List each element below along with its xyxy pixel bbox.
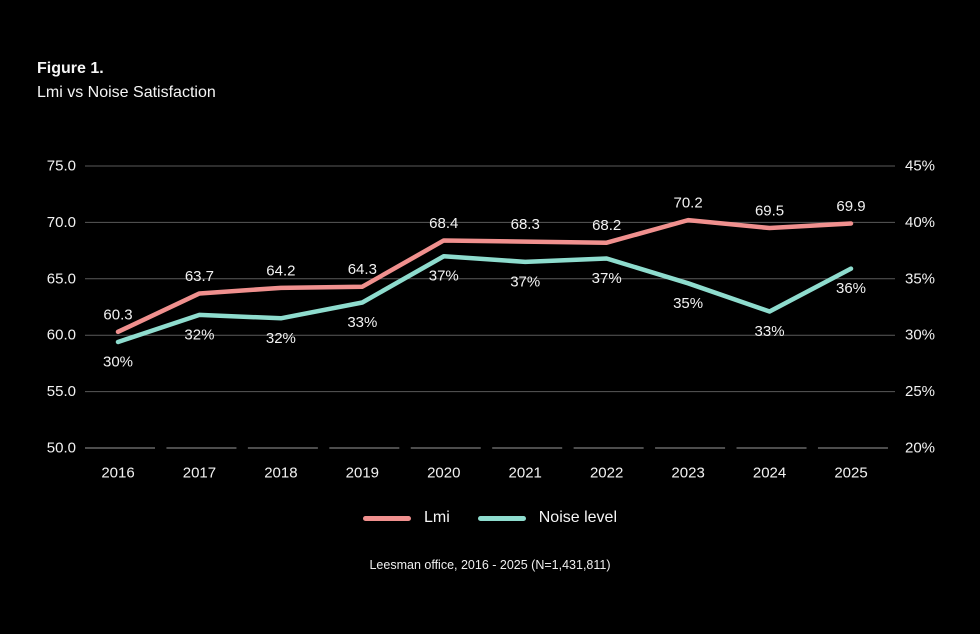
x-axis-year-label: 2021 [509,465,542,482]
noise-point-label: 33% [347,314,377,331]
left-axis-tick-label: 50.0 [47,440,76,457]
noise-point-label: 37% [592,270,622,287]
left-axis-tick-label: 65.0 [47,270,76,287]
x-axis-year-label: 2022 [590,465,623,482]
noise-point-label: 35% [673,295,703,312]
right-axis-tick-label: 25% [905,383,935,400]
right-axis-tick-label: 45% [905,158,935,175]
figure-header: Figure 1. Lmi vs Noise Satisfaction [37,57,216,105]
lmi-point-label: 70.2 [674,195,703,212]
lmi-point-label: 69.9 [836,198,865,215]
left-axis-tick-label: 60.0 [47,327,76,344]
lmi-point-label: 68.4 [429,215,458,232]
figure-label: Figure 1. [37,60,104,77]
x-axis-year-label: 2019 [346,465,379,482]
noise-line-swatch [477,515,526,521]
lmi-point-label: 60.3 [103,306,132,323]
x-axis-year-label: 2024 [753,465,786,482]
noise-line [115,253,854,345]
lmi-point-label: 68.3 [511,216,540,233]
lmi-point-label: 63.7 [185,268,214,285]
right-axis-tick-label: 20% [905,440,935,457]
x-axis-year-label: 2020 [427,465,460,482]
right-axis-tick-label: 35% [905,270,935,287]
legend-item-lmi: Lmi [362,509,450,527]
lmi-point-label: 64.2 [266,262,295,279]
noise-point-label: 37% [429,268,459,285]
x-axis-year-label: 2016 [101,465,134,482]
noise-point-label: 37% [510,273,540,290]
x-axis-year-label: 2018 [264,465,297,482]
right-axis-tick-label: 40% [905,214,935,231]
noise-point-label: 32% [184,326,214,343]
legend-label-noise: Noise level [538,509,618,526]
figure-title: Lmi vs Noise Satisfaction [37,84,216,101]
noise-point-label: 30% [103,353,133,370]
lmi-line-swatch [362,515,411,521]
source-caption: Leesman office, 2016 - 2025 (N=1,431,811… [369,558,611,572]
left-axis-tick-label: 75.0 [47,158,76,175]
legend-label-lmi: Lmi [423,509,450,526]
x-axis-year-label: 2025 [834,465,867,482]
chart-legend: Lmi Noise level [85,509,895,527]
right-axis-tick-label: 30% [905,327,935,344]
x-axis-year-label: 2017 [183,465,216,482]
noise-point-label: 36% [836,280,866,297]
lmi-point-label: 69.5 [755,203,784,220]
legend-item-noise: Noise level [477,509,618,527]
lmi-point-label: 64.3 [348,261,377,278]
noise-point-label: 33% [755,323,785,340]
lmi-line [115,217,854,335]
lmi-point-label: 68.2 [592,217,621,234]
left-axis-tick-label: 70.0 [47,214,76,231]
x-axis-year-label: 2023 [671,465,704,482]
noise-point-label: 32% [266,330,296,347]
left-axis-tick-label: 55.0 [47,383,76,400]
